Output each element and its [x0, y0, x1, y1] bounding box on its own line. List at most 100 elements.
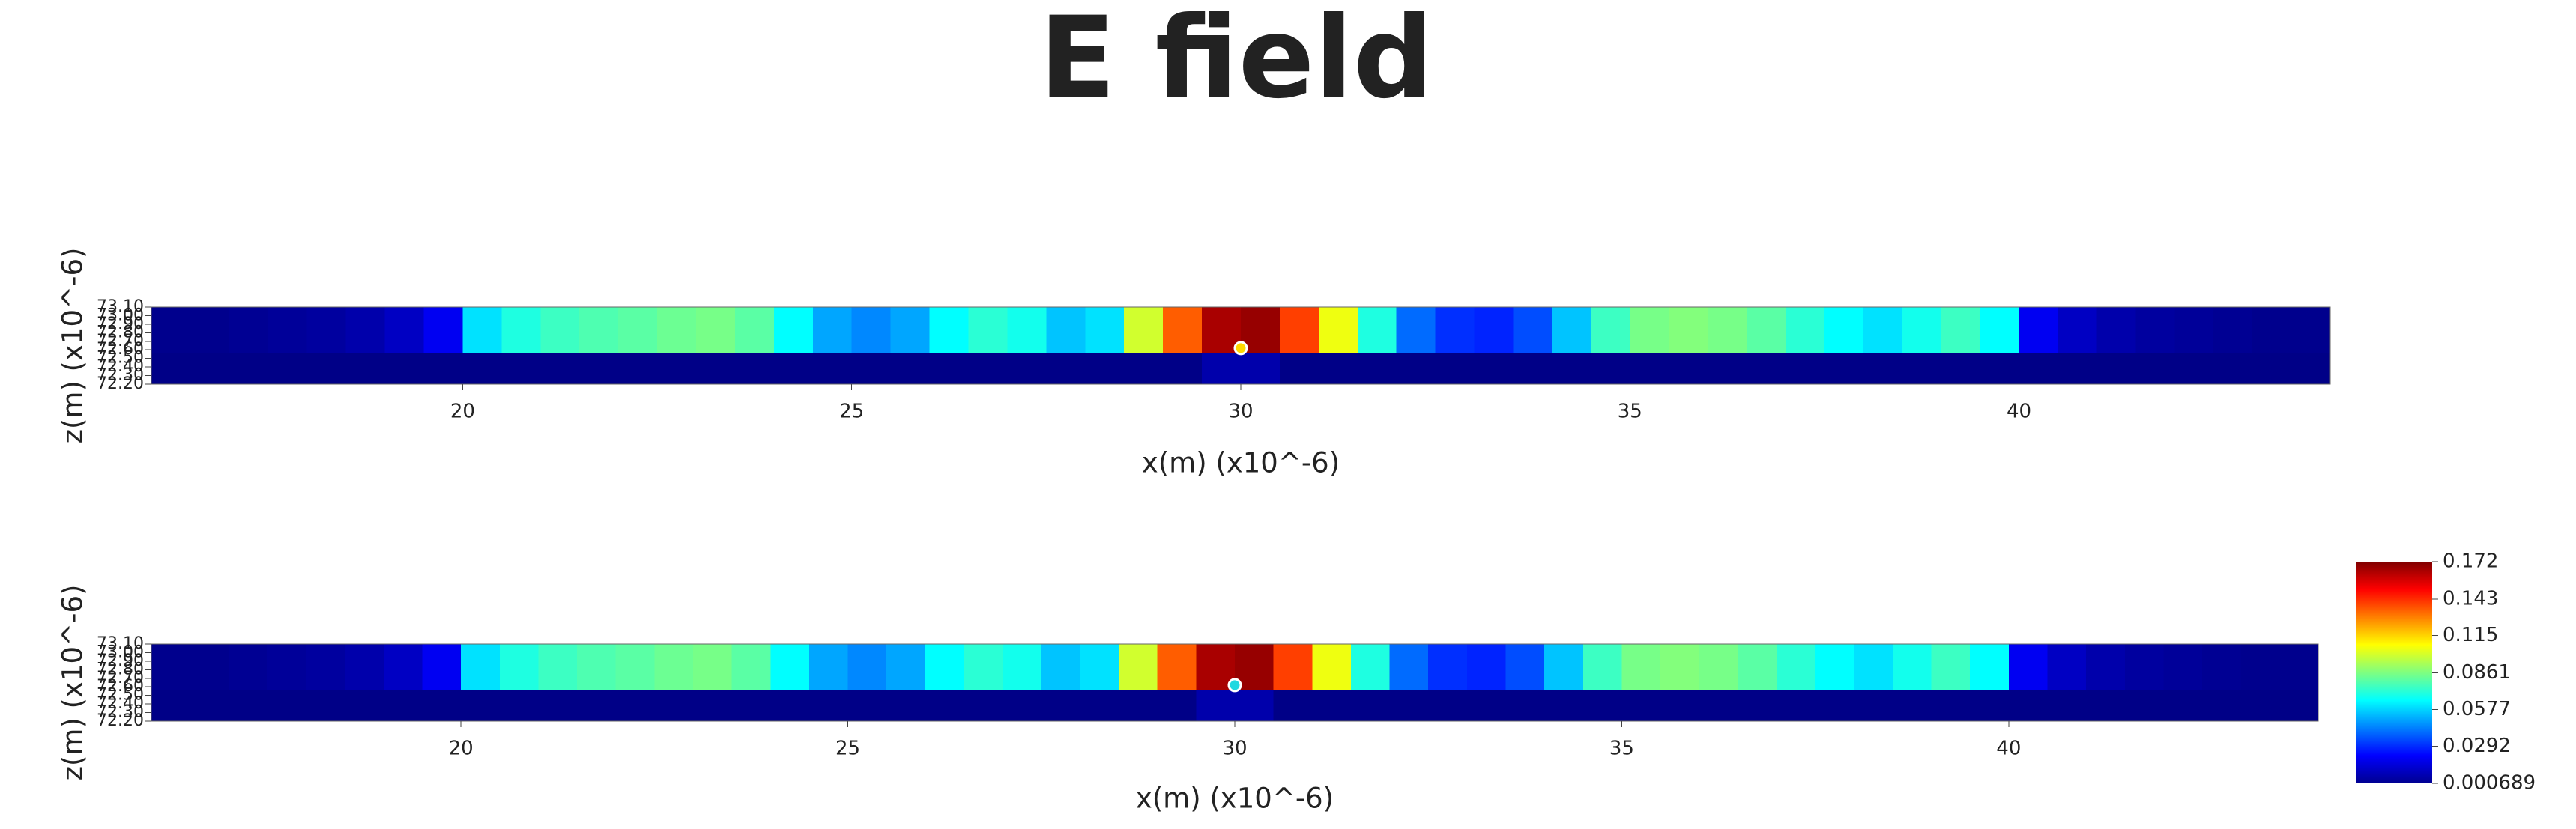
heat-cell [1080, 690, 1119, 721]
heat-cell [1196, 690, 1236, 721]
heat-cell [1824, 353, 1864, 384]
heat-cell [1552, 307, 1591, 353]
y-tick-label: 72.30 [97, 703, 144, 722]
heat-cell [538, 690, 578, 721]
heat-cell [1970, 690, 2010, 721]
heat-cell [2008, 690, 2049, 721]
heat-cell [1544, 644, 1584, 690]
heat-cell [1786, 307, 1825, 353]
heat-cell [306, 644, 345, 690]
heat-cell [461, 644, 501, 690]
heat-cell [1980, 307, 2020, 353]
y-tick-label: 72.70 [97, 669, 144, 687]
heat-cell [847, 690, 887, 721]
heat-cell [1824, 307, 1864, 353]
heat-cell [577, 690, 617, 721]
heat-cell [1124, 353, 1164, 384]
heat-cell [2047, 690, 2087, 721]
heat-cell [773, 353, 814, 384]
heat-cell [1815, 644, 1854, 690]
y-tick-label: 72.80 [97, 660, 144, 678]
colorbar-tick-label: 0.0861 [2443, 661, 2511, 684]
colorbar-tick-label: 0.0577 [2443, 698, 2511, 720]
heat-cell [501, 307, 541, 353]
heat-cell [2096, 353, 2136, 384]
heat-cell [267, 353, 308, 384]
heat-cell [1357, 353, 1397, 384]
heat-cell [267, 644, 307, 690]
x-axis-label: x(m) (x10^-6) [1136, 783, 1334, 815]
heat-cell [1007, 353, 1047, 384]
heat-cell [847, 644, 887, 690]
x-tick-label: 25 [835, 738, 860, 760]
heat-cell [1003, 644, 1042, 690]
heat-cell [1466, 644, 1507, 690]
heat-cell [2240, 690, 2280, 721]
heat-cell [1273, 690, 1313, 721]
heat-cell [1854, 644, 1893, 690]
heat-cell [693, 644, 733, 690]
heat-cell [2047, 644, 2087, 690]
heat-cell [1902, 353, 1942, 384]
heat-cell [1621, 690, 1661, 721]
heat-cell [1435, 307, 1475, 353]
heat-cell [1591, 353, 1630, 384]
heat-cell [770, 644, 810, 690]
heat-cell [1708, 307, 1747, 353]
y-tick-label: 72.80 [97, 323, 144, 341]
heat-cell [499, 644, 539, 690]
heat-cell [345, 644, 384, 690]
heat-cell [654, 644, 694, 690]
heat-cell [2086, 690, 2126, 721]
heat-cell [1747, 307, 1786, 353]
heat-cell [190, 690, 229, 721]
heat-cell [2252, 307, 2292, 353]
heat-cell [306, 307, 347, 353]
heat-cell [1552, 353, 1591, 384]
heat-cell [1931, 644, 1971, 690]
heat-cell [1591, 307, 1630, 353]
heat-cell [734, 307, 775, 353]
heat-cell [423, 353, 464, 384]
heat-cell [654, 690, 694, 721]
heat-cell [1505, 690, 1545, 721]
heat-cell [267, 690, 307, 721]
heat-cell [1777, 644, 1816, 690]
heat-cell [1931, 690, 1971, 721]
heat-cell [1699, 690, 1738, 721]
heat-cell [2213, 307, 2253, 353]
source-marker [1227, 678, 1242, 693]
heat-cell [345, 353, 386, 384]
heat-cell [851, 353, 892, 384]
heat-cell [1157, 690, 1197, 721]
heat-cell [422, 644, 462, 690]
heat-cell [1350, 644, 1391, 690]
heat-cell [693, 690, 733, 721]
colorbar-tick-label: 0.172 [2443, 550, 2498, 573]
y-tick-label: 72.30 [97, 366, 144, 385]
x-tick-label: 35 [1609, 738, 1634, 760]
heat-cell [1863, 353, 1903, 384]
heat-cell [579, 353, 619, 384]
heat-cell [151, 353, 191, 384]
colorbar-tick-label: 0.143 [2443, 588, 2498, 610]
heat-cell [1080, 644, 1119, 690]
heat-cell [1279, 307, 1319, 353]
heat-cell [2240, 644, 2280, 690]
heat-cell [1041, 644, 1081, 690]
heat-cell [267, 307, 308, 353]
heat-cell [1003, 690, 1042, 721]
heat-cell [1505, 644, 1545, 690]
heat-cell [812, 353, 853, 384]
y-tick-label: 72.60 [97, 340, 144, 359]
heat-cell [773, 307, 814, 353]
heat-cell [1513, 353, 1553, 384]
heat-cell [1747, 353, 1786, 384]
y-tick-label: 72.50 [97, 686, 144, 705]
heat-cell [1041, 690, 1081, 721]
colorbar-tick-label: 0.0292 [2443, 735, 2511, 757]
heat-cell [345, 690, 384, 721]
heat-cell [1815, 690, 1854, 721]
heat-cell [968, 307, 1009, 353]
y-tick-label: 72.70 [97, 332, 144, 350]
